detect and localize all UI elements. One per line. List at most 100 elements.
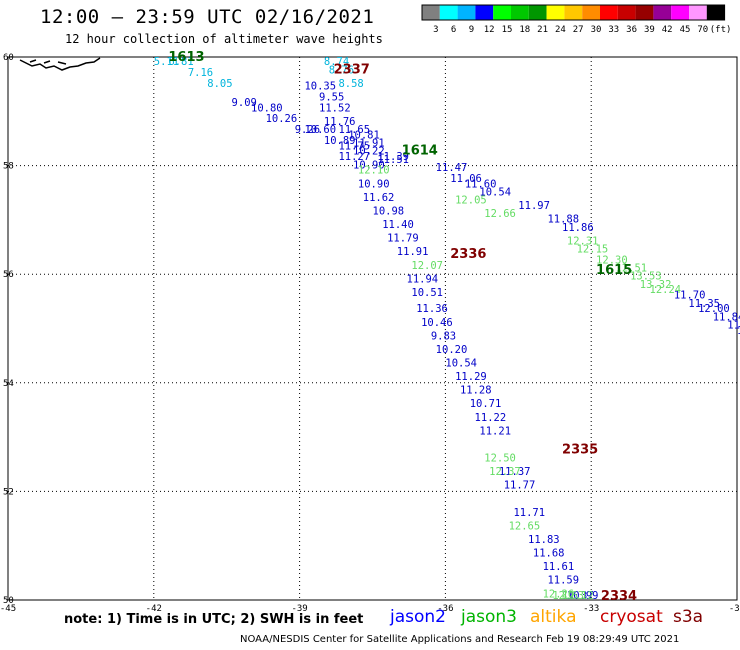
wave-height-label: 10.81 xyxy=(348,129,380,141)
wave-height-label: 10.54 xyxy=(445,358,477,370)
wave-height-label: 8.76 xyxy=(329,64,354,76)
colorbar-label: 27 xyxy=(573,25,584,35)
legend-altika: altika xyxy=(530,607,577,627)
wave-height-label: 11.61 xyxy=(543,561,575,573)
colorbar-label: 39 xyxy=(644,25,655,35)
wave-height-label: 12.00 xyxy=(698,303,730,315)
wave-height-label: 7.16 xyxy=(188,67,213,79)
wave-height-label: 11.76 xyxy=(324,116,356,128)
legend-jason3: jason3 xyxy=(461,607,517,627)
colorbar-label: 15 xyxy=(502,25,513,35)
colorbar-swatch xyxy=(617,5,636,20)
data-points: 9.0910.8010.269.2610.6010.8911.7510.2211… xyxy=(154,56,740,602)
coastline xyxy=(19,57,101,71)
wave-height-label: 11.62 xyxy=(363,192,395,204)
wave-height-label: 10.80 xyxy=(251,102,283,114)
wave-height-label: 12.31 xyxy=(567,235,599,247)
colorbar-label: 12 xyxy=(484,25,495,35)
wave-height-label: 11.37 xyxy=(499,466,531,478)
wave-height-label: 10.35 xyxy=(304,81,336,93)
wave-height-label: 11.35 xyxy=(688,298,720,310)
x-tick-label: -36 xyxy=(437,604,453,614)
axis-ticks: -45 -42 -39 -36 -33 -30 50 52 54 56 58 60 xyxy=(0,53,740,614)
wave-height-label: 11.59 xyxy=(547,575,579,587)
wave-height-label: 12.30 xyxy=(596,254,628,266)
wave-height-label: 11.52 xyxy=(319,102,351,114)
pass-number-label: 2335 xyxy=(562,442,598,457)
colorbar-swatch xyxy=(528,5,547,20)
colorbar-label: 6 xyxy=(451,25,456,35)
wave-height-label: 9.55 xyxy=(319,91,344,103)
y-tick-label: 50 xyxy=(3,596,14,606)
colorbar-label: 45 xyxy=(680,25,691,35)
colorbar-swatch xyxy=(457,5,476,20)
footer-credit: NOAA/NESDIS Center for Satellite Applica… xyxy=(240,634,680,645)
wave-height-label: 11.51 xyxy=(377,154,409,166)
wave-height-label: 11.65 xyxy=(338,124,370,136)
colorbar-swatch xyxy=(511,5,529,20)
colorbar-label: 30 xyxy=(591,25,602,35)
wave-height-label: 8.05 xyxy=(207,78,232,90)
wave-height-label: 10.89 xyxy=(324,135,356,147)
wave-height-label: 11.86 xyxy=(562,222,594,234)
colorbar-swatch xyxy=(706,5,725,20)
wave-height-label: 12.37 xyxy=(489,466,521,478)
wave-height-label: 12.10 xyxy=(358,165,390,177)
wave-height-label: 10.60 xyxy=(304,124,336,136)
wave-height-label: 11.75 xyxy=(727,320,740,332)
colorbar-swatch xyxy=(689,5,707,20)
pass-number-label: 2337 xyxy=(334,62,370,77)
colorbar-label: 33 xyxy=(608,25,619,35)
colorbar-swatch xyxy=(439,5,458,20)
colorbar-swatch xyxy=(493,5,511,20)
pass-number-label: 2334 xyxy=(601,589,637,604)
wave-height-label: 13.32 xyxy=(640,279,672,291)
pass-number-label: 1615 xyxy=(596,263,632,278)
wave-height-label: 11.71 xyxy=(513,507,545,519)
wave-height-label: 11.40 xyxy=(382,219,414,231)
wave-height-label: 10.20 xyxy=(436,344,468,356)
wave-height-label: 12.65 xyxy=(509,520,541,532)
wave-height-label: 10.51 xyxy=(411,287,443,299)
y-tick-label: 54 xyxy=(3,379,14,389)
wave-height-label: 12.26 xyxy=(543,588,575,600)
colorbar-label: 42 xyxy=(662,25,673,35)
footnote: note: 1) Time is in UTC; 2) SWH is in fe… xyxy=(64,612,364,627)
wave-height-label: 11.97 xyxy=(518,200,550,212)
wave-height-label: 12.50 xyxy=(484,453,516,465)
wave-height-label: 11.29 xyxy=(455,371,487,383)
y-tick-label: 56 xyxy=(3,270,14,280)
pass-number-label: 1614 xyxy=(402,144,438,159)
wave-height-label: 13.53 xyxy=(630,271,662,283)
wave-height-label: 10.99 xyxy=(567,590,599,602)
colorbar-label: 36 xyxy=(626,25,637,35)
wave-height-label: 10.90 xyxy=(358,178,390,190)
wave-height-label: 11.70 xyxy=(674,290,706,302)
wave-height-label: 11.84 xyxy=(713,311,740,323)
colorbar-swatch xyxy=(635,5,654,20)
wave-height-label: 11.88 xyxy=(547,214,579,226)
colorbar-swatch xyxy=(422,5,440,20)
pass-number-label: 1613 xyxy=(168,50,204,65)
wave-height-label: 6.81 xyxy=(168,56,193,68)
wave-height-label: 10.90 xyxy=(353,159,385,171)
wave-height-label: 11.28 xyxy=(460,385,492,397)
wave-height-label: 10.26 xyxy=(266,113,298,125)
colorbar-legend: 3 6 9 12 15 18 21 24 27 30 33 36 39 42 45 70 (ft) xyxy=(421,4,731,35)
wave-height-label: 11.68 xyxy=(533,548,565,560)
wave-height-label: 12.63 xyxy=(552,590,584,602)
wave-height-label: 11.91 xyxy=(353,138,385,150)
colorbar-swatch xyxy=(582,5,600,20)
y-tick-label: 52 xyxy=(3,487,14,497)
wave-height-label: 11.79 xyxy=(387,233,419,245)
colorbar-label: 9 xyxy=(469,25,474,35)
colorbar-swatch xyxy=(475,5,494,20)
wave-height-label: 11.37 xyxy=(562,590,594,602)
y-tick-label: 58 xyxy=(3,162,14,172)
wave-height-label: 11.94 xyxy=(407,273,439,285)
wave-height-label: 11.89 xyxy=(737,325,740,337)
x-tick-label: -30 xyxy=(729,604,740,614)
y-tick-label: 60 xyxy=(3,53,14,63)
colorbar-label: 24 xyxy=(555,25,566,35)
page-subtitle: 12 hour collection of altimeter wave hei… xyxy=(65,32,383,46)
